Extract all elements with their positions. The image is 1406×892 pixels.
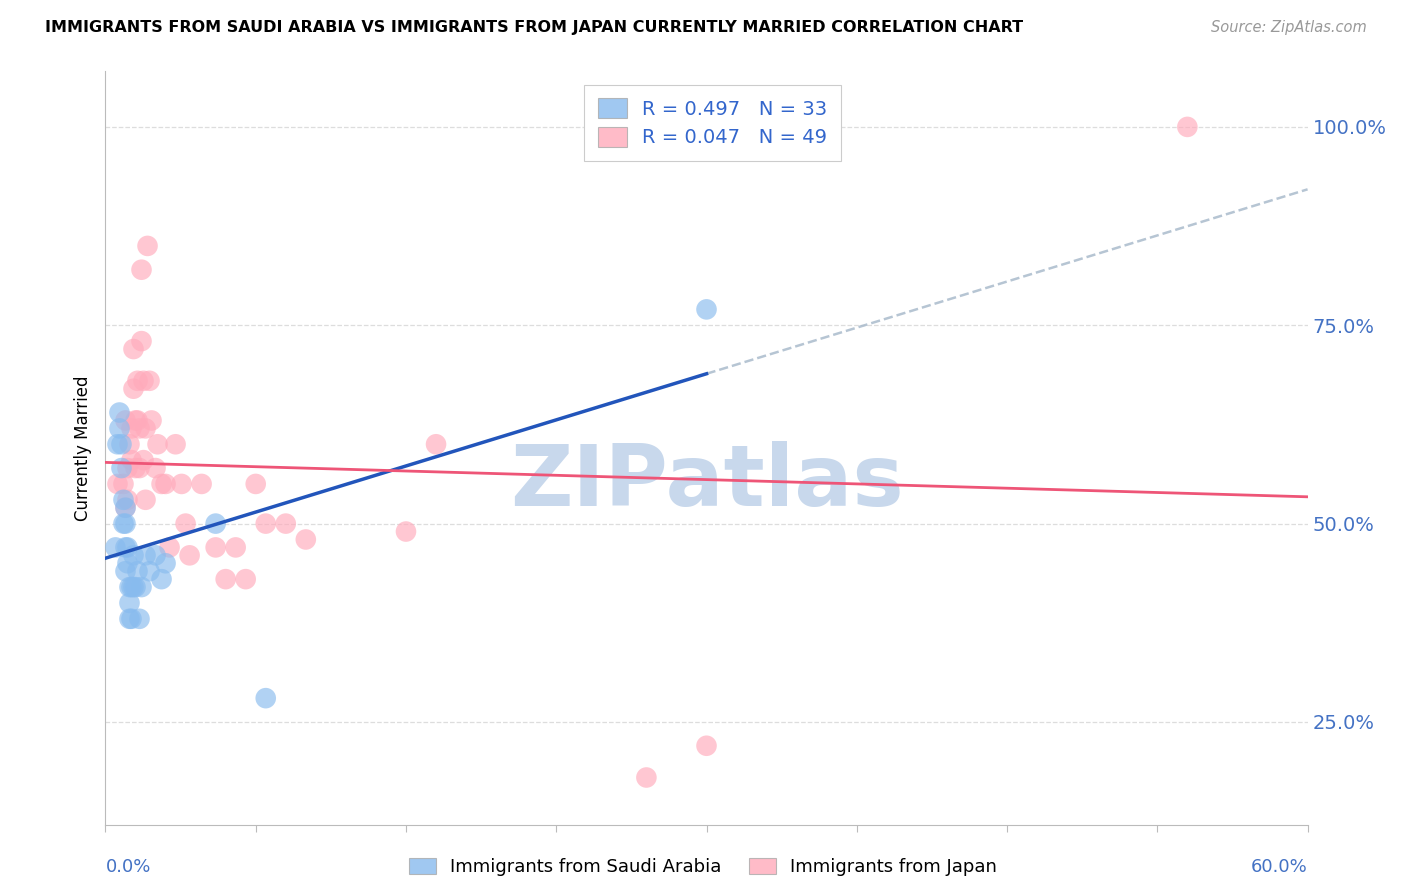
Point <box>145 549 167 563</box>
Point <box>118 612 141 626</box>
Text: 0.0%: 0.0% <box>105 858 150 876</box>
Point <box>132 374 155 388</box>
Point <box>174 516 197 531</box>
Point <box>110 437 132 451</box>
Point <box>179 549 201 563</box>
Point <box>128 612 150 626</box>
Point <box>138 564 160 578</box>
Point <box>132 453 155 467</box>
Point <box>128 461 150 475</box>
Point <box>121 421 143 435</box>
Point <box>696 739 718 753</box>
Text: ZIPatlas: ZIPatlas <box>509 441 904 524</box>
Point <box>146 437 169 451</box>
Point <box>114 413 136 427</box>
Point <box>145 461 167 475</box>
Point <box>117 461 139 475</box>
Point <box>112 477 135 491</box>
Point <box>107 437 129 451</box>
Point <box>124 580 146 594</box>
Point <box>122 549 145 563</box>
Point <box>135 549 157 563</box>
Point <box>121 580 143 594</box>
Point <box>127 374 149 388</box>
Point <box>155 477 177 491</box>
Point <box>108 421 131 435</box>
Point <box>114 500 136 515</box>
Point <box>141 413 163 427</box>
Point <box>114 541 136 555</box>
Point <box>122 382 145 396</box>
Point <box>170 477 193 491</box>
Legend: R = 0.497   N = 33, R = 0.047   N = 49: R = 0.497 N = 33, R = 0.047 N = 49 <box>583 85 841 161</box>
Point <box>165 437 187 451</box>
Point <box>104 541 127 555</box>
Point <box>108 405 131 419</box>
Y-axis label: Currently Married: Currently Married <box>75 376 93 521</box>
Point <box>150 572 173 586</box>
Point <box>128 421 150 435</box>
Point <box>696 302 718 317</box>
Point <box>112 492 135 507</box>
Point <box>245 477 267 491</box>
Point <box>118 596 141 610</box>
Point <box>107 477 129 491</box>
Point <box>190 477 212 491</box>
Point <box>150 477 173 491</box>
Point <box>118 437 141 451</box>
Point <box>114 516 136 531</box>
Point <box>131 334 153 348</box>
Legend: Immigrants from Saudi Arabia, Immigrants from Japan: Immigrants from Saudi Arabia, Immigrants… <box>404 852 1002 881</box>
Text: 60.0%: 60.0% <box>1251 858 1308 876</box>
Point <box>117 541 139 555</box>
Point <box>1177 120 1199 134</box>
Point <box>117 556 139 570</box>
Point <box>204 541 226 555</box>
Point <box>114 564 136 578</box>
Point <box>118 580 141 594</box>
Point <box>122 580 145 594</box>
Point <box>117 492 139 507</box>
Point <box>112 516 135 531</box>
Point <box>274 516 297 531</box>
Point <box>124 413 146 427</box>
Point <box>121 453 143 467</box>
Point <box>131 580 153 594</box>
Point <box>131 262 153 277</box>
Point <box>138 374 160 388</box>
Point <box>295 533 318 547</box>
Point <box>135 492 157 507</box>
Point <box>135 421 157 435</box>
Point <box>127 413 149 427</box>
Point <box>636 771 658 785</box>
Point <box>155 556 177 570</box>
Text: IMMIGRANTS FROM SAUDI ARABIA VS IMMIGRANTS FROM JAPAN CURRENTLY MARRIED CORRELAT: IMMIGRANTS FROM SAUDI ARABIA VS IMMIGRAN… <box>45 20 1024 35</box>
Point <box>127 564 149 578</box>
Point <box>425 437 447 451</box>
Point <box>225 541 247 555</box>
Point <box>121 612 143 626</box>
Point <box>235 572 257 586</box>
Point <box>254 516 277 531</box>
Point <box>214 572 236 586</box>
Point <box>114 500 136 515</box>
Point <box>254 691 277 706</box>
Point <box>122 342 145 356</box>
Text: Source: ZipAtlas.com: Source: ZipAtlas.com <box>1211 20 1367 35</box>
Point <box>395 524 418 539</box>
Point <box>124 461 146 475</box>
Point <box>110 461 132 475</box>
Point <box>159 541 181 555</box>
Point <box>204 516 226 531</box>
Point <box>136 239 159 253</box>
